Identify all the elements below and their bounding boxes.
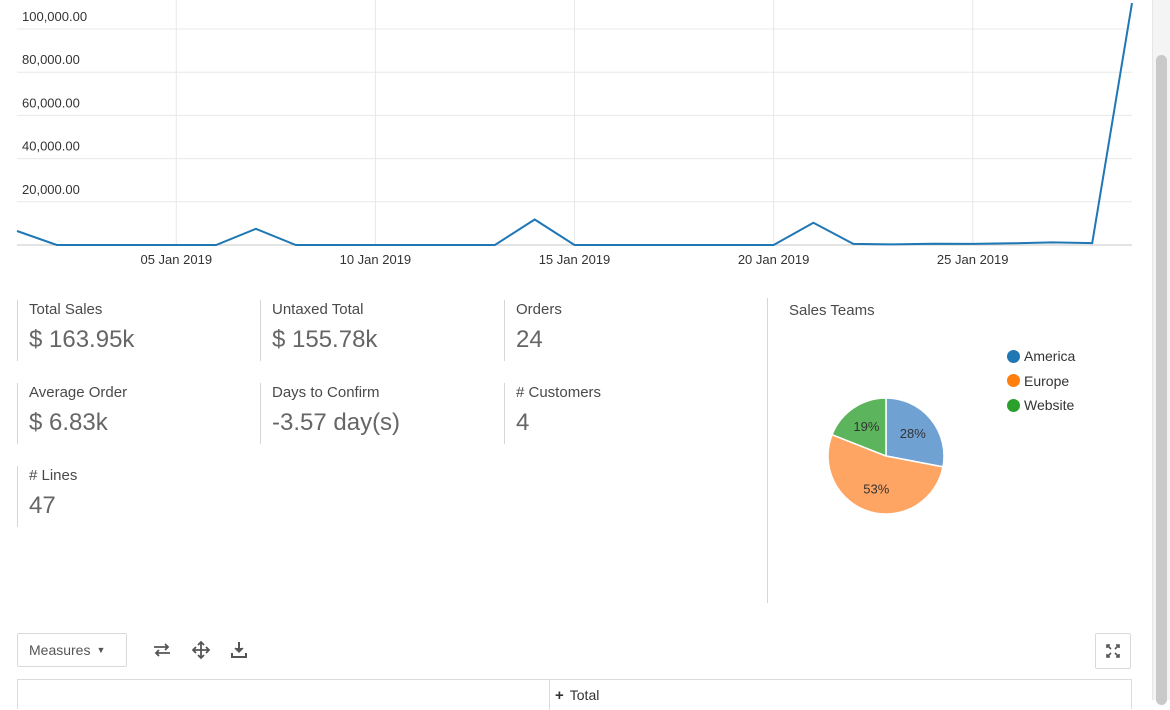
x-tick-label: 20 Jan 2019: [738, 252, 810, 267]
section-divider: [767, 298, 768, 603]
pie-chart-title: Sales Teams: [789, 302, 875, 319]
kpi-value: $ 155.78k: [272, 326, 378, 353]
legend-item-america[interactable]: America: [1007, 344, 1075, 369]
kpi-average-order[interactable]: Average Order $ 6.83k: [17, 383, 127, 444]
pivot-total-label: Total: [569, 687, 600, 703]
legend-item-europe[interactable]: Europe: [1007, 369, 1075, 394]
y-tick-label: 80,000.00: [22, 52, 80, 67]
pie-legend: America Europe Website: [1007, 344, 1075, 418]
pie-slice-label: 28%: [900, 426, 926, 441]
pie-slice-america[interactable]: [885, 397, 945, 468]
series-line: [16, 2, 1133, 246]
kpi-value: 24: [516, 326, 543, 353]
expand-all-icon[interactable]: [191, 640, 211, 660]
kpi-label: Days to Confirm: [272, 384, 380, 401]
caret-down-icon: ▼: [96, 645, 106, 655]
kpi-label: Orders: [516, 301, 562, 318]
sales-line-chart: 20,000.00 40,000.00 60,000.00 80,000.00 100,…: [16, 0, 1133, 267]
y-tick-label: 100,000.00: [22, 9, 87, 24]
kpi-customers[interactable]: # Customers 4: [504, 383, 601, 444]
legend-label: Europe: [1024, 372, 1070, 389]
kpi-label: Total Sales: [29, 301, 103, 318]
chart-grid: [17, 0, 1132, 245]
pie-slice-label: 53%: [863, 481, 889, 496]
legend-dot-icon: [1007, 398, 1020, 412]
kpi-label: Average Order: [29, 384, 128, 401]
pie-slice-label: 19%: [853, 419, 879, 434]
x-tick-label: 10 Jan 2019: [340, 252, 412, 267]
swap-axes-icon[interactable]: [152, 640, 172, 660]
kpi-lines[interactable]: # Lines 47: [17, 466, 77, 527]
measures-label: Measures: [29, 642, 91, 658]
x-tick-label: 05 Jan 2019: [140, 252, 212, 267]
kpi-label: # Customers: [516, 384, 602, 401]
kpi-untaxed-total[interactable]: Untaxed Total $ 155.78k: [260, 300, 377, 361]
kpi-orders[interactable]: Orders 24: [504, 300, 562, 361]
x-tick-label: 15 Jan 2019: [539, 252, 611, 267]
kpi-label: Untaxed Total: [272, 301, 364, 318]
kpi-value: 4: [516, 409, 530, 436]
pivot-table-header: + Total: [17, 679, 1132, 710]
sales-teams-pie-chart: 28% 53% 19%: [827, 397, 945, 515]
kpi-value: 47: [29, 492, 56, 519]
kpi-label: # Lines: [29, 467, 78, 484]
y-tick-label: 60,000.00: [22, 95, 80, 110]
pie-labels: 28% 53% 19%: [853, 419, 926, 496]
vertical-scrollbar[interactable]: [1152, 0, 1170, 705]
pivot-total-header[interactable]: + Total: [549, 680, 599, 710]
measures-dropdown-button[interactable]: Measures ▼: [17, 633, 127, 667]
download-icon[interactable]: [229, 640, 249, 660]
kpi-value: -3.57 day(s): [272, 409, 401, 436]
scrollbar-thumb[interactable]: [1156, 55, 1167, 705]
pie-slices: [827, 397, 945, 515]
fullscreen-button[interactable]: [1095, 633, 1131, 669]
x-axis-ticks: 05 Jan 2019 10 Jan 2019 15 Jan 2019 20 Jan …: [140, 252, 1008, 267]
kpi-total-sales[interactable]: Total Sales $ 163.95k: [17, 300, 134, 361]
y-tick-label: 40,000.00: [22, 139, 80, 154]
y-axis-ticks: 20,000.00 40,000.00 60,000.00 80,000.00 100,…: [22, 9, 87, 197]
legend-label: America: [1024, 348, 1076, 365]
legend-item-website[interactable]: Website: [1007, 393, 1075, 418]
kpi-value: $ 6.83k: [29, 409, 108, 436]
legend-dot-icon: [1007, 349, 1020, 363]
legend-label: Website: [1024, 397, 1075, 414]
x-tick-label: 25 Jan 2019: [937, 252, 1009, 267]
plus-icon: +: [555, 686, 564, 704]
fullscreen-icon: [1106, 644, 1120, 658]
y-tick-label: 20,000.00: [22, 182, 80, 197]
pie-slice-europe[interactable]: [827, 433, 944, 515]
legend-dot-icon: [1007, 374, 1020, 388]
kpi-days-to-confirm[interactable]: Days to Confirm -3.57 day(s): [260, 383, 400, 444]
pie-slice-website[interactable]: [831, 397, 887, 458]
kpi-value: $ 163.95k: [29, 326, 135, 353]
